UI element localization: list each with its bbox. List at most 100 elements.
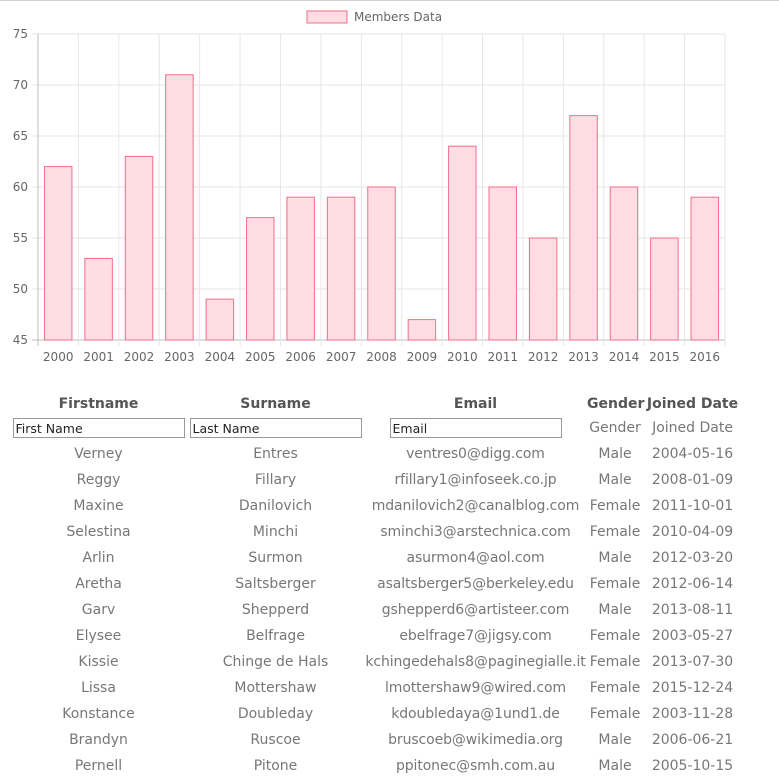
surname-cell: Minchi: [252, 524, 299, 540]
firstname-cell: Brandyn: [69, 732, 128, 748]
bar-2004[interactable]: [205, 298, 235, 341]
joined-date-cell: 2008-01-09: [651, 472, 734, 488]
firstname-cell: Garv: [81, 602, 116, 618]
header-gender[interactable]: Gender: [587, 396, 645, 412]
x-tick-label: 2016: [690, 350, 721, 364]
chart-legend[interactable]: Members Data: [306, 10, 442, 24]
gender-cell: Female: [589, 524, 641, 540]
table-row: Garv Shepperd gshepperd6@artisteer.com Male…: [10, 597, 742, 623]
members-bar-chart: Members Data 45 50 55 60 65 70 75 2000 2001 2002…: [13, 10, 726, 364]
filter-email-cell: [364, 415, 587, 441]
email-cell: asurmon4@aol.com: [406, 550, 545, 566]
x-tick-label: 2009: [407, 350, 438, 364]
bar-2012[interactable]: [528, 237, 558, 341]
gender-cell: Male: [598, 446, 632, 462]
y-tick-label: 65: [13, 129, 28, 143]
email-cell: ppitonec@smh.com.au: [395, 758, 556, 774]
y-tick-label: 50: [13, 282, 28, 296]
joined-date-cell: 2015-12-24: [651, 680, 734, 696]
email-cell: asaltsberger5@berkeley.edu: [377, 576, 574, 592]
filter-row: Gender Joined Date: [10, 415, 742, 441]
email-cell: sminchi3@arstechnica.com: [380, 524, 571, 540]
filter-surname-cell: [187, 415, 364, 441]
bar-2006[interactable]: [286, 196, 315, 341]
table-row: Arlin Surmon asurmon4@aol.com Male 2012-03-2…: [10, 545, 742, 571]
x-tick-label: 2001: [83, 350, 114, 364]
bar-2007[interactable]: [326, 196, 356, 341]
table-body: Verney Entres ventres0@digg.com Male 2004-05…: [10, 441, 742, 779]
firstname-cell: Aretha: [75, 576, 122, 592]
bar-2014[interactable]: [609, 186, 639, 341]
gender-cell: Female: [589, 706, 641, 722]
surname-cell: Danilovich: [238, 498, 313, 514]
email-cell: ebelfrage7@jigsy.com: [399, 628, 552, 644]
firstname-filter-input[interactable]: [12, 418, 185, 438]
gender-cell: Female: [589, 680, 641, 696]
table-row: Maxine Danilovich mdanilovich2@canalblog.c…: [10, 493, 742, 519]
x-tick-label: 2003: [164, 350, 195, 364]
table-row: Aretha Saltsberger asaltsberger5@berkeley.…: [10, 571, 742, 597]
firstname-cell: Lissa: [81, 680, 116, 696]
chart-gridlines: [32, 33, 726, 346]
bar-2009[interactable]: [407, 319, 437, 341]
table-row: Kissie Chinge de Hals kchingedehals8@pagin…: [10, 649, 742, 675]
joined-date-cell: 2006-06-21: [651, 732, 734, 748]
joined-date-cell: 2010-04-09: [651, 524, 734, 540]
bar-2000[interactable]: [43, 166, 73, 341]
y-axis-ticks: 45 50 55 60 65 70 75: [13, 27, 28, 347]
joined-date-cell: 2013-07-30: [651, 654, 734, 670]
header-email[interactable]: Email: [453, 396, 498, 412]
gender-cell: Male: [598, 602, 632, 618]
surname-cell: Entres: [253, 446, 298, 462]
y-tick-label: 70: [13, 78, 28, 92]
bar-2001[interactable]: [84, 257, 113, 341]
x-tick-label: 2006: [285, 350, 316, 364]
firstname-cell: Reggy: [76, 472, 121, 488]
gender-cell: Male: [598, 550, 632, 566]
header-firstname[interactable]: Firstname: [58, 396, 139, 412]
bar-2008[interactable]: [367, 186, 396, 341]
x-tick-label: 2008: [366, 350, 397, 364]
gender-cell: Male: [598, 472, 632, 488]
x-tick-label: 2000: [43, 350, 74, 364]
surname-cell: Pitone: [253, 758, 298, 774]
table-row: Verney Entres ventres0@digg.com Male 2004-05…: [10, 441, 742, 467]
x-tick-label: 2013: [568, 350, 599, 364]
bar-2010[interactable]: [448, 145, 477, 341]
firstname-cell: Elysee: [75, 628, 122, 644]
header-joined-date[interactable]: Joined Date: [646, 396, 739, 412]
joined-date-cell: 2013-08-11: [651, 602, 734, 618]
joined-date-cell: 2012-06-14: [651, 576, 734, 592]
gender-filter-label: Gender: [589, 420, 641, 436]
email-cell: rfillary1@infoseek.co.jp: [394, 472, 557, 488]
bar-2002[interactable]: [124, 155, 154, 341]
joined-date-cell: 2011-10-01: [651, 498, 734, 514]
bar-2016[interactable]: [690, 196, 720, 341]
firstname-cell: Selestina: [66, 524, 131, 540]
bar-2013[interactable]: [569, 115, 598, 341]
header-surname[interactable]: Surname: [240, 396, 311, 412]
gender-cell: Male: [598, 758, 632, 774]
x-tick-label: 2015: [649, 350, 680, 364]
joined-date-cell: 2003-05-27: [651, 628, 734, 644]
chart-bars: [43, 74, 720, 341]
bar-2005[interactable]: [246, 217, 275, 341]
x-tick-label: 2012: [528, 350, 559, 364]
y-tick-label: 45: [13, 333, 28, 347]
surname-cell: Chinge de Hals: [222, 654, 329, 670]
bar-2003[interactable]: [165, 74, 194, 341]
bar-2011[interactable]: [488, 186, 517, 341]
firstname-cell: Pernell: [74, 758, 123, 774]
email-filter-input[interactable]: [389, 418, 562, 438]
surname-filter-input[interactable]: [189, 418, 362, 438]
joined-date-cell: 2012-03-20: [651, 550, 734, 566]
table-header-row: Firstname Surname Email Gender Joined Da…: [10, 393, 742, 415]
email-cell: ventres0@digg.com: [406, 446, 545, 462]
bar-2015[interactable]: [650, 237, 679, 341]
y-tick-label: 60: [13, 180, 28, 194]
x-tick-label: 2005: [245, 350, 276, 364]
table-row: Reggy Fillary rfillary1@infoseek.co.jp Male…: [10, 467, 742, 493]
x-tick-label: 2007: [326, 350, 357, 364]
gender-cell: Female: [589, 498, 641, 514]
gender-cell: Female: [589, 654, 641, 670]
